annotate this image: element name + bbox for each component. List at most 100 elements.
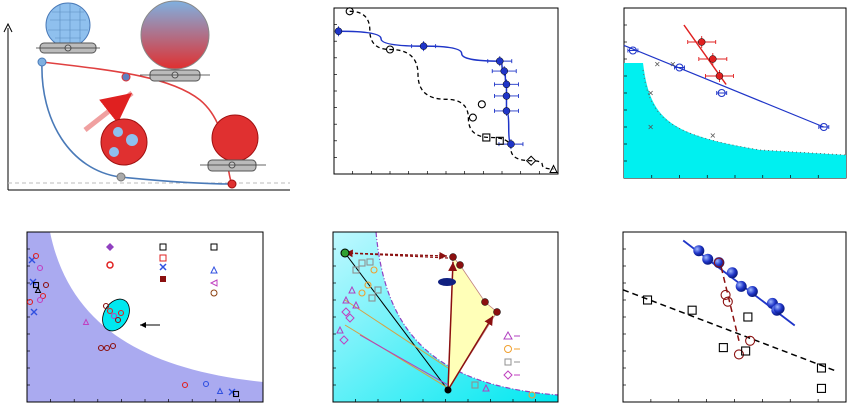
legend-marker-open-left-triangle <box>209 279 218 287</box>
data-point-open-triangle <box>82 318 90 325</box>
polygon-vertex <box>481 298 489 306</box>
data-point-open-circle <box>110 312 118 320</box>
data-point-open-triangle <box>34 286 42 293</box>
data-point-open-circle <box>370 266 378 274</box>
legend <box>106 243 218 297</box>
data-point-blue-sphere <box>746 286 758 297</box>
data-point-open-triangle <box>336 325 344 334</box>
end-point-red <box>227 179 237 189</box>
error-bar <box>716 91 728 95</box>
data-marks <box>642 245 827 393</box>
legend <box>503 330 520 380</box>
gold-line-2 <box>344 324 449 389</box>
plot-frame <box>622 231 847 403</box>
navy-ellipse <box>438 278 456 286</box>
data-point-blue <box>717 88 726 98</box>
panel-top-right <box>623 7 847 179</box>
axis-ticks <box>623 248 819 402</box>
data-point-open-triangle <box>352 300 360 309</box>
legend-marker-circle <box>504 345 512 353</box>
data-point-open-square <box>471 381 479 389</box>
data-point-blue <box>334 27 343 35</box>
data-point-square <box>718 343 728 353</box>
fit-line-blue <box>623 44 825 128</box>
panel-top-middle <box>333 7 559 175</box>
data-point-blue <box>502 92 511 100</box>
data-point-open-square <box>32 281 40 289</box>
start-point <box>37 57 47 67</box>
data-point-open-square <box>368 294 376 302</box>
data-point-red <box>709 55 717 63</box>
legend-marker-open-circle-black <box>210 289 218 297</box>
legend-marker-open-square <box>210 243 218 251</box>
data-point-red <box>720 289 731 300</box>
shaded-region <box>624 63 846 178</box>
data-point-square <box>816 383 827 393</box>
legend-marker-filled-square-red <box>160 276 166 282</box>
fit-line-black <box>622 289 838 373</box>
legend-marker-triangle <box>503 330 513 340</box>
axis-ticks <box>333 248 536 402</box>
data-point-open-circle <box>39 292 47 300</box>
data-point-square <box>741 346 751 356</box>
cell-cluster-red <box>200 114 266 172</box>
arrow-to-right <box>447 315 494 391</box>
error-bar <box>674 65 685 70</box>
data-point-open-square <box>374 286 382 294</box>
data-point-open-triangle <box>216 387 224 394</box>
data-point-blue <box>502 107 511 115</box>
data-point-open-square <box>495 136 504 145</box>
data-point-red <box>745 335 756 346</box>
data-point-blue <box>500 67 508 75</box>
data-point-open-circle <box>103 344 111 352</box>
data-point-open-circle <box>32 252 40 260</box>
panel-bottom-right <box>622 231 847 403</box>
mid-point-red <box>121 72 131 82</box>
data-point-blue-sphere <box>693 245 705 257</box>
fit-line-red <box>718 257 740 341</box>
data-point-open-square <box>366 258 374 266</box>
data-point-cross <box>648 90 653 96</box>
polygon-vertices <box>449 253 501 316</box>
data-point-square <box>816 363 827 373</box>
cell-cluster-gradient <box>140 0 210 82</box>
dashed-fit-line <box>349 10 554 170</box>
data-point-open-circle <box>358 289 366 297</box>
cell-cluster-blue <box>36 2 100 54</box>
legend-marker-filled-diamond <box>106 243 114 251</box>
data-point-open-diamond <box>525 155 537 166</box>
data-point-open-diamond <box>339 335 349 345</box>
data-point-open-circle <box>114 316 122 324</box>
y-axis-arrow-icon <box>3 22 13 33</box>
polygon-vertex <box>493 308 501 316</box>
data-point-blue <box>496 57 504 65</box>
data-point-open-circle <box>181 381 189 389</box>
legend-marker-cross-square <box>159 243 167 251</box>
data-point-blue-sphere <box>702 253 714 265</box>
data-point-open-circle <box>97 344 105 352</box>
data-point-open-circle <box>109 342 117 350</box>
data-point-red <box>713 257 724 268</box>
data-point-open-triangle <box>482 383 490 392</box>
black-line-1 <box>344 252 449 391</box>
data-point-red <box>722 296 733 307</box>
data-marks <box>334 7 558 174</box>
polygon-vertex <box>456 261 464 269</box>
data-point-open-circle <box>26 298 34 306</box>
data-point-open-circle <box>477 100 486 109</box>
boundary-dashdot <box>375 231 559 396</box>
data-marks <box>26 252 240 398</box>
data-point-open-square <box>358 259 366 267</box>
data-point-open-circle <box>345 7 354 16</box>
data-point-square <box>687 305 697 315</box>
green-point <box>340 248 350 258</box>
data-point-open-diamond <box>341 307 351 317</box>
data-point-cross <box>670 61 676 67</box>
data-point-blue <box>419 42 428 50</box>
data-point-open-circle <box>36 296 44 304</box>
data-point-cross <box>655 61 660 67</box>
data-point-open-square <box>482 133 491 142</box>
panel-bottom-middle <box>332 231 559 403</box>
gold-line-1 <box>344 299 449 369</box>
